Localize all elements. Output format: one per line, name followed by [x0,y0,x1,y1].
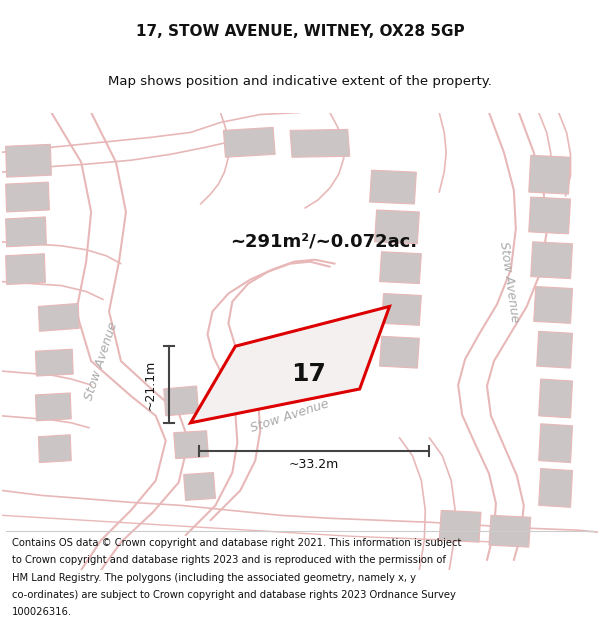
Text: HM Land Registry. The polygons (including the associated geometry, namely x, y: HM Land Registry. The polygons (includin… [12,572,416,582]
Text: ~291m²/~0.072ac.: ~291m²/~0.072ac. [230,232,418,251]
Polygon shape [35,349,73,376]
Text: co-ordinates) are subject to Crown copyright and database rights 2023 Ordnance S: co-ordinates) are subject to Crown copyr… [12,590,456,600]
Text: 100026316.: 100026316. [12,608,72,618]
Polygon shape [534,286,572,323]
Polygon shape [173,431,209,459]
Polygon shape [539,379,572,418]
Text: ~33.2m: ~33.2m [289,458,339,471]
Polygon shape [537,331,572,368]
Polygon shape [38,435,71,462]
Polygon shape [382,294,421,326]
Polygon shape [370,170,416,204]
Polygon shape [35,393,71,421]
Polygon shape [164,386,199,416]
Polygon shape [380,252,421,284]
Polygon shape [5,217,46,247]
Text: Stow Avenue: Stow Avenue [82,320,120,402]
Polygon shape [489,515,531,547]
Text: Stow Avenue: Stow Avenue [497,240,521,323]
Text: 17, STOW AVENUE, WITNEY, OX28 5GP: 17, STOW AVENUE, WITNEY, OX28 5GP [136,24,464,39]
Polygon shape [290,129,350,158]
Polygon shape [539,469,572,508]
Text: Contains OS data © Crown copyright and database right 2021. This information is : Contains OS data © Crown copyright and d… [12,538,461,548]
Text: Map shows position and indicative extent of the property.: Map shows position and indicative extent… [108,74,492,88]
Polygon shape [539,424,572,462]
Polygon shape [5,144,52,177]
Text: to Crown copyright and database rights 2023 and is reproduced with the permissio: to Crown copyright and database rights 2… [12,556,446,566]
Polygon shape [184,472,215,501]
Polygon shape [439,511,481,542]
Polygon shape [38,304,79,331]
Polygon shape [191,306,389,422]
Polygon shape [531,242,572,279]
Polygon shape [374,210,419,244]
Polygon shape [5,254,46,284]
Polygon shape [223,127,275,158]
Polygon shape [5,182,49,212]
Polygon shape [380,336,419,368]
Text: ~21.1m: ~21.1m [144,359,157,409]
Polygon shape [529,155,571,194]
Text: 17: 17 [291,362,326,386]
Polygon shape [529,197,571,234]
Text: Stow Avenue: Stow Avenue [249,397,331,434]
